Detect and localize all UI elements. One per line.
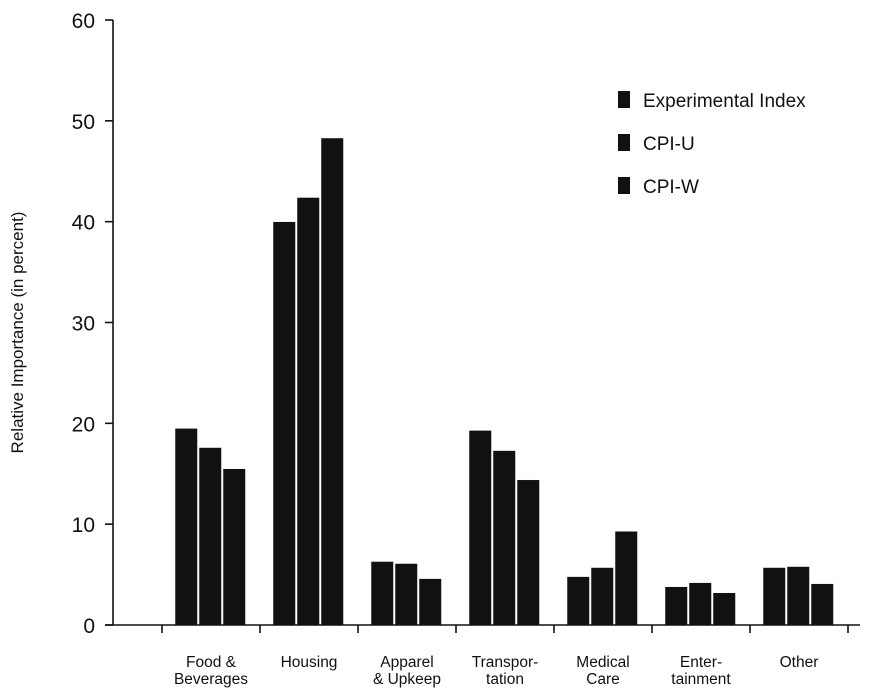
bar bbox=[198, 447, 222, 626]
x-category-label-line: Enter- bbox=[680, 654, 722, 671]
x-category-label-line: Care bbox=[586, 671, 620, 688]
bar bbox=[566, 576, 590, 626]
bar bbox=[272, 221, 296, 626]
bar bbox=[688, 582, 712, 626]
legend-label: CPI-U bbox=[643, 134, 695, 155]
bar bbox=[296, 197, 320, 626]
x-category-label: Housing bbox=[281, 654, 338, 671]
bars-group bbox=[174, 137, 834, 626]
x-category-label-line: Housing bbox=[281, 654, 338, 671]
legend-swatch bbox=[618, 177, 630, 194]
bar bbox=[712, 592, 736, 626]
bar bbox=[516, 479, 540, 626]
x-category-label-line: Medical bbox=[576, 654, 629, 671]
x-category-label: Medical Care bbox=[576, 654, 629, 688]
bar bbox=[590, 567, 614, 626]
x-ticks-group: Food & Beverages Housing Apparel & Upkeep Tra… bbox=[161, 625, 849, 688]
bar bbox=[418, 578, 442, 626]
y-tick-label: 0 bbox=[83, 615, 95, 638]
legend: Experimental Index CPI-U CPI-W bbox=[618, 91, 806, 198]
bar bbox=[320, 137, 344, 626]
y-tick-label: 60 bbox=[72, 10, 95, 33]
y-axis-title: Relative Importance (in percent) bbox=[8, 212, 27, 454]
legend-swatch bbox=[618, 134, 630, 151]
x-category-label-line: Food & bbox=[186, 654, 237, 671]
y-tick-label: 30 bbox=[72, 313, 95, 336]
legend-swatch bbox=[618, 91, 630, 108]
x-category-label-line: tation bbox=[486, 671, 524, 688]
x-category-label: Enter-tainment bbox=[671, 654, 731, 688]
x-category-label-line: Transpor- bbox=[472, 654, 539, 671]
x-category-label-line: tainment bbox=[671, 671, 731, 688]
bar bbox=[762, 567, 786, 626]
x-category-label: Other bbox=[780, 654, 819, 671]
bar bbox=[664, 586, 688, 626]
y-tick-label: 10 bbox=[72, 514, 95, 537]
bar bbox=[222, 468, 246, 626]
x-category-label: Apparel & Upkeep bbox=[373, 654, 441, 688]
x-category-label-line: Beverages bbox=[174, 671, 248, 688]
bar bbox=[614, 530, 638, 626]
y-ticks-group: 0 10 20 30 40 50 60 bbox=[72, 10, 113, 638]
x-category-label-line: & Upkeep bbox=[373, 671, 441, 688]
y-tick-label: 20 bbox=[72, 413, 95, 436]
legend-label: Experimental Index bbox=[643, 91, 806, 112]
x-category-label: Transpor-tation bbox=[472, 654, 539, 688]
y-tick-label: 50 bbox=[72, 111, 95, 134]
legend-label: CPI-W bbox=[643, 177, 699, 198]
x-category-label-line: Apparel bbox=[380, 654, 433, 671]
bar bbox=[786, 566, 810, 626]
bar bbox=[810, 583, 834, 626]
bar bbox=[174, 428, 198, 626]
bar bbox=[370, 561, 394, 626]
x-category-label: Food & Beverages bbox=[174, 654, 248, 688]
bar bbox=[492, 450, 516, 626]
bar bbox=[394, 563, 418, 626]
y-tick-label: 40 bbox=[72, 212, 95, 235]
bar bbox=[468, 430, 492, 626]
x-category-label-line: Other bbox=[780, 654, 819, 671]
